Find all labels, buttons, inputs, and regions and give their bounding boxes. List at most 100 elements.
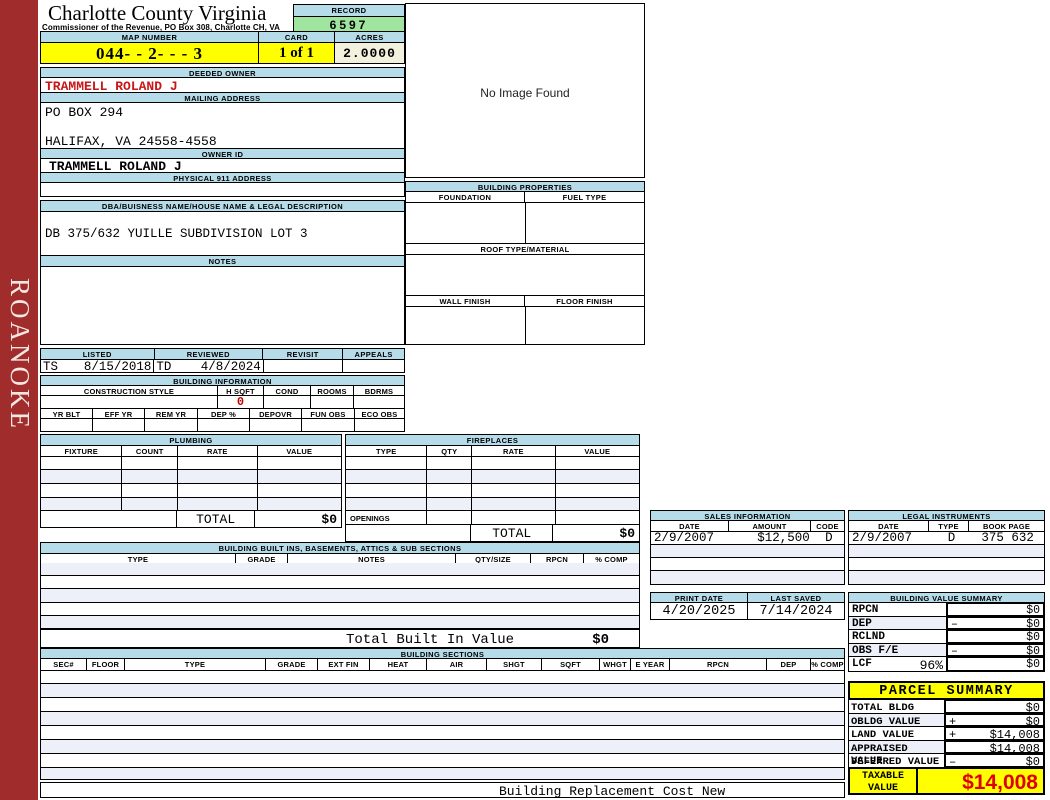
effyr-field[interactable]	[93, 418, 145, 431]
parcel-summary-title: PARCEL SUMMARY	[848, 681, 1045, 700]
table-row[interactable]	[41, 740, 844, 754]
wall-finish-field[interactable]	[406, 306, 526, 344]
fireplaces-total-row: TOTAL $0	[345, 525, 640, 542]
table-row[interactable]	[41, 684, 844, 698]
ps-row-taxable: TAXABLE VALUE $14,008	[848, 767, 1045, 795]
map-number-value[interactable]: 044- - 2- - - 3	[40, 42, 259, 64]
appeals-field[interactable]	[343, 360, 404, 372]
mailing-address-field[interactable]: PO BOX 294 HALIFAX, VA 24558-4558	[40, 102, 405, 149]
physical-address-field[interactable]	[40, 182, 405, 197]
table-row[interactable]	[41, 754, 844, 768]
table-row[interactable]	[849, 545, 1044, 558]
table-row[interactable]	[346, 456, 639, 470]
table-row[interactable]	[41, 768, 844, 780]
owner-id-value[interactable]: TRAMMELL ROLAND J	[40, 158, 405, 174]
fuel-type-field[interactable]	[526, 202, 645, 243]
table-row[interactable]	[41, 563, 639, 576]
plumbing-count-label: COUNT	[122, 446, 179, 456]
table-row[interactable]	[346, 470, 639, 484]
table-row[interactable]	[346, 484, 639, 498]
mailing-address-line2: HALIFAX, VA 24558-4558	[45, 134, 217, 149]
lcf-percent: 96%	[919, 658, 943, 673]
record-number[interactable]: 6597	[293, 16, 405, 32]
listed-date: 8/15/2018	[83, 360, 152, 374]
sales-body: 2/9/2007 $12,500 D	[650, 531, 845, 585]
fireplaces-total-label: TOTAL	[470, 525, 554, 541]
floor-finish-field[interactable]	[526, 306, 645, 344]
dep-pct-field[interactable]	[198, 418, 250, 431]
foundation-fuel-header: FOUNDATION FUEL TYPE	[405, 191, 645, 203]
whgt-label: WHGT	[600, 659, 631, 670]
table-row[interactable]	[41, 456, 341, 470]
depovr-field[interactable]	[250, 418, 302, 431]
table-row[interactable]	[849, 571, 1044, 584]
legal-row[interactable]: 2/9/2007 D 375 632	[849, 531, 1044, 545]
table-row[interactable]	[651, 558, 844, 571]
foundation-field[interactable]	[406, 202, 526, 243]
card-value[interactable]: 1 of 1	[258, 42, 335, 64]
table-row[interactable]	[41, 616, 639, 629]
revisit-field[interactable]	[264, 360, 344, 372]
commissioner-line: Commissioner of the Revenue, PO Box 308,…	[42, 23, 281, 32]
ps-row-obldg: OBLDG VALUE + $0	[848, 713, 1045, 729]
ecoobs-label: ECO OBS	[361, 410, 398, 419]
notes-field[interactable]	[40, 266, 405, 345]
table-row[interactable]	[41, 589, 639, 603]
remyr-field[interactable]	[145, 418, 198, 431]
rpcn-label: RPCN	[670, 659, 767, 670]
yrblt-field[interactable]	[41, 418, 93, 431]
table-row[interactable]	[41, 726, 844, 740]
reviewed-field[interactable]: TD 4/8/2024	[154, 360, 264, 374]
funobs-field[interactable]	[302, 418, 355, 431]
ps-label: LAND VALUE	[848, 726, 945, 741]
county-title: Charlotte County Virginia	[48, 1, 267, 25]
table-row[interactable]	[41, 698, 844, 712]
fireplaces-total-value: $0	[619, 526, 635, 541]
ps-amount: $0	[1025, 715, 1040, 729]
acres-value[interactable]: 2.0000	[334, 42, 405, 64]
deeded-owner-value[interactable]: TRAMMELL ROLAND J	[40, 77, 405, 94]
foundation-fuel-fields	[405, 202, 645, 244]
table-row[interactable]	[41, 498, 341, 511]
ps-amount: $0	[1025, 755, 1040, 769]
bvs-row-rpcn: RPCN $0	[848, 602, 1045, 617]
roof-field[interactable]	[405, 254, 645, 296]
bvs-amount: $0	[1026, 604, 1040, 617]
bdrms-label: BDRMS	[364, 387, 394, 396]
table-row[interactable]	[41, 470, 341, 484]
ecoobs-field[interactable]	[355, 418, 404, 431]
hsqft-field[interactable]: 0	[218, 395, 264, 409]
plumbing-total-label: TOTAL	[176, 511, 256, 527]
table-row[interactable]	[41, 670, 844, 684]
building-value-summary: RPCN $0 DEP – $0 RCLND $0 OBS F/E – $0	[848, 602, 1045, 673]
table-row[interactable]	[346, 498, 639, 511]
property-image-panel[interactable]: No Image Found	[405, 3, 645, 178]
ps-label: APPRAISED VALUE	[848, 740, 945, 767]
table-row[interactable]	[41, 576, 639, 589]
fireplaces-openings-row[interactable]: OPENINGS	[346, 511, 639, 525]
cond-field[interactable]	[264, 395, 311, 408]
wall-floor-header: WALL FINISH FLOOR FINISH	[405, 295, 645, 307]
table-row[interactable]	[651, 545, 844, 558]
table-row[interactable]	[41, 603, 639, 616]
bvs-row-rclnd: RCLND $0	[848, 629, 1045, 644]
taxable-value-amount: $14,008	[918, 767, 1045, 795]
mailing-address-line1: PO BOX 294	[45, 105, 124, 120]
built-ins-total-value: $0	[592, 632, 609, 648]
rooms-field[interactable]	[311, 395, 354, 408]
bdrms-field[interactable]	[354, 395, 404, 408]
listed-field[interactable]: TS 8/15/2018	[41, 360, 155, 374]
comp-label: % COMP	[811, 660, 844, 669]
wall-finish-label: WALL FINISH	[405, 295, 526, 307]
bvs-row-dep: DEP – $0	[848, 616, 1045, 631]
fireplaces-qty-label: QTY	[427, 446, 473, 456]
sales-row[interactable]: 2/9/2007 $12,500 D	[651, 531, 844, 545]
legal-description-field[interactable]: DB 375/632 YUILLE SUBDIVISION LOT 3	[40, 211, 405, 256]
building-info-header-row2: YR BLT EFF YR REM YR DEP % DEPOVR FUN OB…	[40, 408, 405, 419]
table-row[interactable]	[41, 484, 341, 498]
table-row[interactable]	[651, 571, 844, 584]
construction-style-field[interactable]	[41, 395, 218, 408]
table-row[interactable]	[849, 558, 1044, 571]
print-date-value: 4/20/2025	[651, 603, 748, 619]
table-row[interactable]	[41, 712, 844, 726]
